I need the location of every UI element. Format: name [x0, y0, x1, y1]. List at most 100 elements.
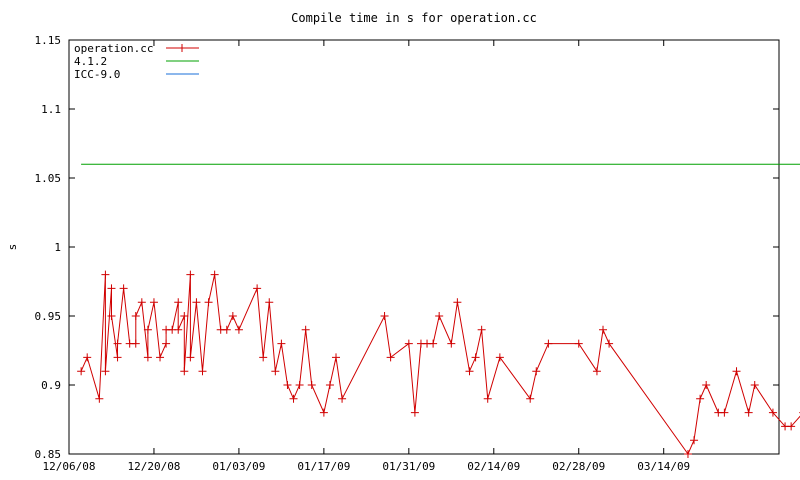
y-axis: 0.85 0.9 0.95 1 1.05 1.1 1.15	[35, 34, 779, 461]
data-point	[410, 408, 419, 417]
data-point	[732, 367, 741, 376]
data-point	[787, 422, 796, 431]
data-point	[210, 270, 219, 279]
data-point	[277, 339, 286, 348]
data-point	[107, 284, 116, 293]
data-point	[605, 339, 614, 348]
data-point	[131, 312, 140, 320]
y-tick-label: 1	[54, 241, 61, 254]
data-point	[332, 353, 341, 362]
data-point	[338, 394, 347, 403]
data-point	[186, 353, 195, 362]
data-point	[526, 394, 535, 403]
data-point	[119, 284, 128, 293]
data-point	[143, 325, 152, 334]
data-point	[265, 298, 274, 307]
data-point	[301, 325, 310, 334]
data-point	[319, 408, 328, 417]
data-point	[683, 450, 692, 458]
data-point	[222, 325, 231, 334]
x-tick-label: 02/14/09	[467, 460, 520, 473]
data-point	[95, 394, 104, 403]
data-point	[447, 339, 456, 348]
data-point	[483, 394, 492, 403]
data-point	[532, 367, 541, 376]
chart-title: Compile time in s for operation.cc	[291, 11, 537, 25]
data-point	[101, 270, 110, 279]
data-point	[253, 284, 262, 293]
data-point	[744, 408, 753, 417]
data-point	[131, 339, 140, 348]
data-point	[174, 325, 183, 334]
data-point	[295, 381, 304, 389]
data-point	[544, 339, 553, 348]
data-point	[101, 367, 110, 376]
data-point	[174, 298, 183, 307]
data-point	[259, 353, 268, 362]
data-point	[149, 298, 158, 307]
data-point	[574, 339, 583, 348]
data-point	[404, 339, 413, 348]
data-point	[380, 312, 389, 320]
x-tick-label: 02/28/09	[552, 460, 605, 473]
data-point	[477, 325, 486, 334]
data-point	[495, 353, 504, 362]
data-point	[768, 408, 777, 417]
y-axis-label: s	[6, 244, 19, 251]
legend-label: 4.1.2	[74, 55, 107, 68]
data-point	[180, 367, 189, 376]
data-point	[702, 381, 711, 389]
plot-frame	[68, 39, 780, 455]
data-point	[592, 367, 601, 376]
data-point	[471, 353, 480, 362]
x-tick-label: 12/06/08	[43, 460, 96, 473]
legend-label: ICC-9.0	[74, 68, 120, 81]
data-point	[234, 325, 243, 334]
y-tick-label: 0.95	[35, 310, 62, 323]
y-tick-label: 1.1	[41, 103, 61, 116]
data-point	[192, 298, 201, 307]
data-point	[156, 353, 165, 362]
data-point	[162, 339, 171, 348]
x-tick-label: 12/20/08	[127, 460, 180, 473]
data-point	[453, 298, 462, 307]
data-point	[228, 312, 237, 320]
data-point	[204, 298, 213, 307]
x-tick-label: 03/14/09	[637, 460, 690, 473]
y-tick-label: 1.05	[35, 172, 62, 185]
data-point	[690, 436, 699, 445]
data-point	[137, 298, 146, 307]
data-point	[143, 353, 152, 362]
data-point	[720, 408, 729, 417]
data-point	[307, 381, 316, 389]
data-point	[386, 353, 395, 362]
data-point	[83, 353, 92, 362]
series-line-operation-cc	[80, 274, 800, 456]
data-point	[750, 381, 759, 389]
x-tick-label: 01/17/09	[297, 460, 350, 473]
data-point	[186, 270, 195, 279]
data-point	[180, 312, 189, 320]
data-point	[113, 353, 122, 362]
x-tick-label: 01/03/09	[212, 460, 265, 473]
data-point	[465, 367, 474, 376]
data-point	[283, 381, 292, 389]
data-point	[435, 312, 444, 320]
data-point	[113, 339, 122, 348]
data-point	[599, 325, 608, 334]
data-point	[325, 381, 334, 389]
data-point	[271, 367, 280, 376]
legend-marker	[178, 44, 186, 52]
data-point	[289, 394, 298, 403]
legend-label: operation.cc	[74, 42, 153, 55]
x-tick-label: 01/31/09	[382, 460, 435, 473]
x-axis: 12/06/08 12/20/08 01/03/09 01/17/09 01/31/09…	[43, 40, 690, 473]
data-point	[429, 339, 438, 348]
series-layer	[77, 163, 800, 458]
y-tick-label: 0.9	[41, 379, 61, 392]
data-point	[77, 367, 86, 376]
y-tick-label: 1.15	[35, 34, 62, 47]
